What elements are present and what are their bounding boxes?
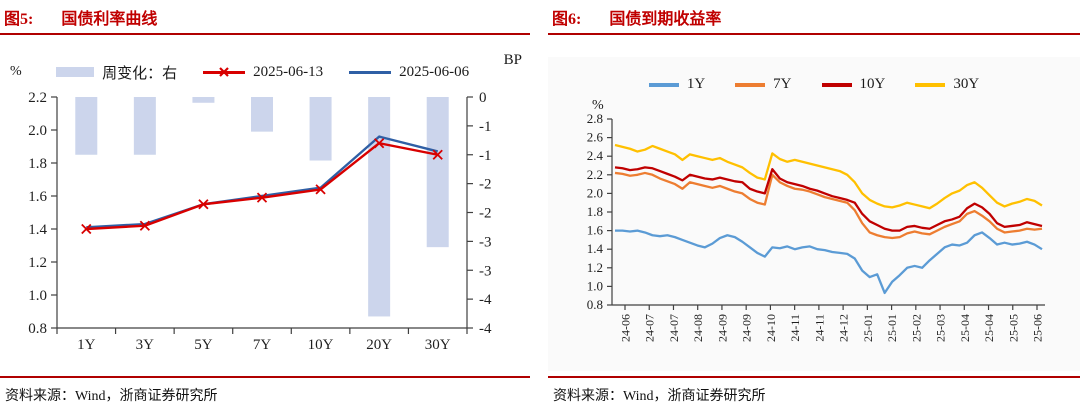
svg-text:25-03: 25-03 xyxy=(934,314,948,342)
legend-item-2025-06-13: 2025-06-13 xyxy=(203,64,323,81)
legend-label-2025-06-06: 2025-06-06 xyxy=(399,63,470,80)
svg-text:3Y: 3Y xyxy=(136,337,155,353)
x-marker-icon xyxy=(219,67,229,77)
svg-text:2.0: 2.0 xyxy=(587,185,603,200)
svg-text:0.8: 0.8 xyxy=(587,297,603,312)
figure5-panel: 图5: 国债利率曲线 % 周变化：右 2025-06-13 xyxy=(0,0,530,413)
svg-text:1.4: 1.4 xyxy=(28,222,47,238)
legend-label-weekly-change: 周变化：右 xyxy=(102,65,178,82)
figure5-left-axis-unit: % xyxy=(10,64,22,79)
svg-text:24-07: 24-07 xyxy=(643,314,657,342)
x-line-swatch xyxy=(203,67,246,77)
svg-text:25-04: 25-04 xyxy=(958,314,972,342)
svg-text:2.4: 2.4 xyxy=(587,148,604,163)
figure5-chart: 2.2 2.0 1.8 1.6 1.4 1.2 1.0 0.8 0 -1 -1 -2 -2 -3 -3 -4 -… xyxy=(28,90,492,353)
svg-text:24-07: 24-07 xyxy=(667,314,681,342)
svg-text:25-06: 25-06 xyxy=(1031,314,1045,342)
svg-text:5Y: 5Y xyxy=(194,337,213,353)
legend-item-7y: 7Y xyxy=(735,76,792,93)
plain-line-swatch xyxy=(349,70,392,74)
svg-text:10Y: 10Y xyxy=(308,337,334,353)
svg-text:1.0: 1.0 xyxy=(587,278,603,293)
figure6-chart: 2.8 2.6 2.4 2.2 2.0 1.8 1.6 1.4 1.2 1.0 0.8 24-06 24… xyxy=(587,111,1045,342)
figure5-legend-row: % 周变化：右 2025-06-13 xyxy=(10,52,522,88)
svg-text:1Y: 1Y xyxy=(77,337,96,353)
svg-text:2.0: 2.0 xyxy=(28,123,47,139)
source-divider xyxy=(548,376,1080,378)
legend-item-2025-06-06: 2025-06-06 xyxy=(349,64,469,81)
svg-text:1.2: 1.2 xyxy=(587,260,603,275)
legend-item-10y: 10Y xyxy=(821,76,886,93)
bar-swatch xyxy=(56,67,95,77)
svg-text:24-11: 24-11 xyxy=(812,314,826,342)
svg-text:20Y: 20Y xyxy=(366,337,392,353)
svg-text:24-11: 24-11 xyxy=(788,314,802,342)
figure6-source: 资料来源：Wind，浙商证券研究所 xyxy=(548,376,1080,405)
svg-text:-1: -1 xyxy=(479,148,492,164)
figure6-plot-background xyxy=(548,57,1080,371)
svg-text:25-02: 25-02 xyxy=(909,314,923,342)
svg-text:1.8: 1.8 xyxy=(28,156,47,172)
legend-label-2025-06-13: 2025-06-13 xyxy=(253,63,324,80)
legend-label-10y: 10Y xyxy=(859,76,886,92)
figure5-source-text: 资料来源：Wind，浙商证券研究所 xyxy=(5,389,218,404)
line-swatch-10y xyxy=(821,82,852,87)
svg-text:25-01: 25-01 xyxy=(885,314,899,342)
svg-text:24-10: 24-10 xyxy=(764,314,778,342)
figure5-number: 图5: xyxy=(4,10,34,28)
figure6-title: 国债到期收益率 xyxy=(609,10,722,28)
svg-text:1.8: 1.8 xyxy=(587,204,603,219)
svg-text:30Y: 30Y xyxy=(425,337,451,353)
svg-text:2.8: 2.8 xyxy=(587,111,603,126)
svg-text:25-01: 25-01 xyxy=(861,314,875,342)
svg-text:-4: -4 xyxy=(479,321,492,337)
svg-text:-2: -2 xyxy=(479,177,492,193)
figure5-legend-items: 周变化：右 2025-06-13 2025-06-06 xyxy=(22,62,504,83)
svg-text:-3: -3 xyxy=(479,263,492,279)
svg-text:1.6: 1.6 xyxy=(28,189,47,205)
svg-text:24-09: 24-09 xyxy=(715,314,729,342)
svg-text:0: 0 xyxy=(479,90,487,106)
svg-text:2.2: 2.2 xyxy=(587,167,603,182)
svg-text:1.4: 1.4 xyxy=(587,241,604,256)
source-divider xyxy=(0,376,530,378)
line-swatch-30y xyxy=(915,82,946,87)
figure6-panel: 图6: 国债到期收益率 1Y 7Y 10Y 30Y % 2.8 2.6 2.4 2 xyxy=(548,0,1080,413)
figure5-header: 图5: 国债利率曲线 xyxy=(0,0,530,35)
figure5-source: 资料来源：Wind，浙商证券研究所 xyxy=(0,376,530,405)
legend-item-30y: 30Y xyxy=(915,76,979,93)
svg-text:1.0: 1.0 xyxy=(28,288,47,304)
svg-text:25-05: 25-05 xyxy=(1006,314,1020,342)
figure6-header: 图6: 国债到期收益率 xyxy=(548,0,1080,35)
legend-item-weekly-change: 周变化：右 xyxy=(56,62,177,83)
figure6-legend-row: 1Y 7Y 10Y 30Y xyxy=(548,76,1080,93)
legend-label-1y: 1Y xyxy=(686,76,706,92)
svg-text:24-06: 24-06 xyxy=(619,314,633,342)
legend-label-7y: 7Y xyxy=(773,76,792,92)
svg-text:24-09: 24-09 xyxy=(740,314,754,342)
legend-item-1y: 1Y xyxy=(648,76,706,93)
svg-text:24-08: 24-08 xyxy=(691,314,705,342)
svg-text:25-04: 25-04 xyxy=(982,314,996,342)
svg-text:-2: -2 xyxy=(479,206,492,222)
legend-label-30y: 30Y xyxy=(953,76,980,92)
svg-text:7Y: 7Y xyxy=(253,337,272,353)
svg-text:2.2: 2.2 xyxy=(28,90,47,106)
figure5-right-axis-unit: BP xyxy=(503,52,522,68)
figure5-title: 国债利率曲线 xyxy=(61,10,158,28)
svg-text:2.6: 2.6 xyxy=(587,130,604,145)
svg-text:1.6: 1.6 xyxy=(587,223,604,238)
figure6-y-axis-unit: % xyxy=(592,98,604,113)
svg-text:1.2: 1.2 xyxy=(28,255,47,271)
line-swatch-1y xyxy=(648,82,679,87)
line-swatch-7y xyxy=(735,82,766,87)
svg-text:-4: -4 xyxy=(479,292,492,308)
svg-text:-1: -1 xyxy=(479,119,492,135)
figure6-number: 图6: xyxy=(552,10,582,28)
svg-text:-3: -3 xyxy=(479,234,492,250)
svg-text:0.8: 0.8 xyxy=(28,321,47,337)
svg-text:24-12: 24-12 xyxy=(837,314,851,342)
figure6-source-text: 资料来源：Wind，浙商证券研究所 xyxy=(553,389,766,404)
